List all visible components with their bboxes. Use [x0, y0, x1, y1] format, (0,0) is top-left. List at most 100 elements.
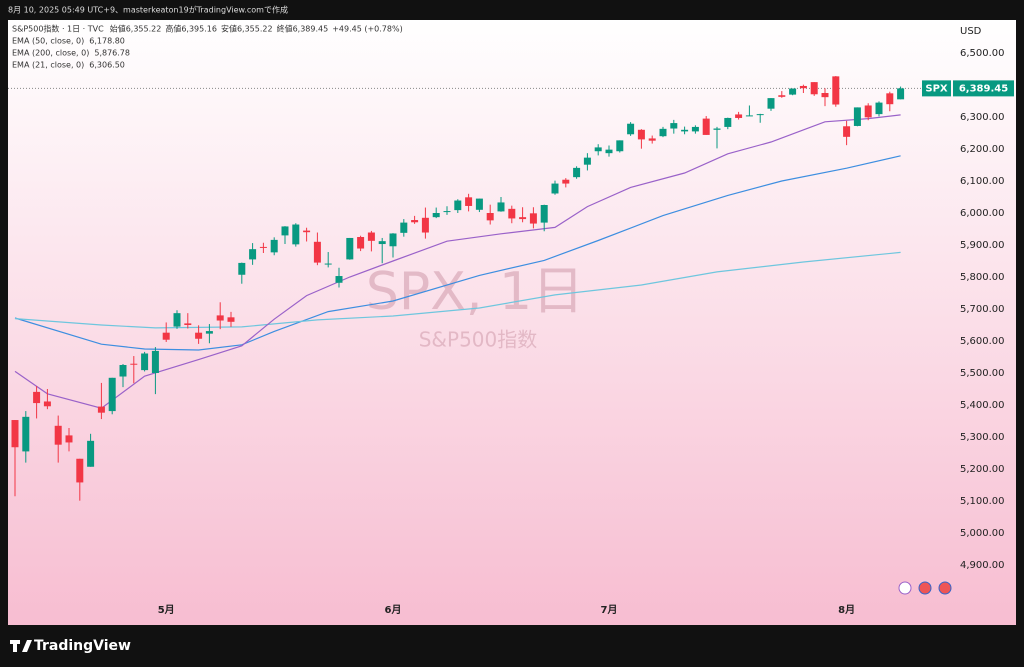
candle-body	[767, 98, 775, 109]
candle-body	[540, 205, 548, 223]
y-tick-label: 4,900.00	[960, 560, 1005, 571]
y-tick-label: 5,000.00	[960, 528, 1005, 539]
candle-body	[475, 198, 483, 210]
candle-body	[853, 107, 861, 126]
y-tick-label: 6,200.00	[960, 144, 1005, 155]
candle-body	[756, 114, 764, 116]
candle-body	[551, 183, 559, 194]
ohlc-label: 高値	[165, 24, 181, 34]
y-tick-label: 5,100.00	[960, 496, 1005, 507]
candle-body	[670, 123, 678, 129]
candle-body	[346, 237, 354, 260]
candle-body	[789, 88, 797, 95]
y-tick-label: 5,800.00	[960, 272, 1005, 283]
candle-body	[519, 217, 527, 220]
candle-body	[659, 128, 667, 137]
candle-body	[259, 246, 267, 248]
candle-body	[627, 123, 635, 135]
candle-body	[508, 208, 516, 219]
y-tick-label: 5,200.00	[960, 464, 1005, 475]
y-tick-label: 6,500.00	[960, 48, 1005, 59]
candle-body	[216, 315, 224, 321]
candle-body	[454, 200, 462, 211]
brand-name: TradingView	[34, 638, 131, 654]
candle-body	[97, 406, 105, 413]
candle-body	[238, 262, 246, 275]
icon[interactable]	[898, 581, 912, 595]
candle-body	[465, 197, 473, 206]
y-tick-label: 5,700.00	[960, 304, 1005, 315]
ohlc-label: 終値	[277, 24, 293, 34]
candle-body	[367, 232, 375, 241]
candle-body	[162, 332, 170, 340]
overlay-value: 6,306.50	[89, 61, 125, 70]
x-tick-label: 6月	[385, 604, 402, 616]
overlay-name: EMA (50, close, 0)	[12, 37, 84, 46]
candle-body	[303, 230, 311, 233]
indicator-icons	[898, 581, 952, 595]
candle-body	[529, 213, 537, 224]
candle-body	[54, 425, 62, 445]
candle-body	[205, 331, 213, 334]
candle-body	[313, 241, 321, 263]
candle-body	[778, 95, 786, 97]
ema-line	[14, 114, 901, 409]
candle-body	[400, 222, 408, 233]
candle-body	[637, 129, 645, 140]
overlay-value: 6,178.80	[89, 37, 125, 46]
candle-body	[411, 220, 419, 223]
candle-body	[573, 167, 581, 178]
candle-body	[810, 82, 818, 95]
candle-body	[724, 117, 732, 127]
candle-body	[497, 202, 505, 212]
badge-price: 6,389.45	[959, 83, 1008, 94]
candle-body	[702, 118, 710, 135]
candle-body	[378, 241, 386, 245]
candle-body	[324, 263, 332, 265]
candle-body	[832, 76, 840, 105]
candle-body	[799, 85, 807, 89]
candle-body	[486, 213, 494, 221]
candle-body	[648, 138, 656, 141]
ohlc-value: 6,395.16	[181, 25, 217, 34]
candle-body	[195, 332, 203, 339]
candle-body	[281, 226, 289, 236]
candle-body	[605, 149, 613, 154]
ema-line	[14, 251, 901, 329]
candle-body	[33, 391, 41, 404]
candle-body	[562, 179, 570, 184]
candle-body	[821, 93, 829, 98]
y-tick-label: 5,400.00	[960, 400, 1005, 411]
ohlc-value: 6,389.45	[293, 25, 329, 34]
candle-body	[227, 317, 235, 322]
badge-price-bg	[953, 80, 1014, 97]
candle-body	[87, 440, 95, 467]
y-tick-label: 5,900.00	[960, 240, 1005, 251]
icon[interactable]	[918, 581, 932, 595]
watermark-symbol: SPX, 1日	[366, 262, 584, 322]
candle-body	[173, 313, 181, 327]
y-tick-label: 6,300.00	[960, 112, 1005, 123]
candle-body	[583, 157, 591, 165]
candle-body	[886, 93, 894, 105]
logo-icon	[10, 640, 32, 652]
candle-body	[22, 416, 30, 452]
candle-body	[151, 350, 159, 373]
candle-body	[141, 353, 149, 371]
overlay-value: 5,876.78	[94, 49, 130, 58]
candle-body	[270, 239, 278, 253]
badge-symbol: SPX	[925, 83, 948, 94]
candle-body	[691, 126, 699, 132]
candle-body	[897, 88, 905, 100]
candle-body	[745, 115, 753, 117]
candle-body	[432, 213, 440, 218]
y-tick-label: 5,500.00	[960, 368, 1005, 379]
y-tick-label: 6,100.00	[960, 176, 1005, 187]
icon[interactable]	[938, 581, 952, 595]
ema-line	[14, 155, 901, 351]
candle-body	[335, 276, 343, 283]
ohlc-label: 安値	[221, 24, 237, 34]
candle-body	[443, 211, 451, 213]
candle-body	[594, 147, 602, 152]
